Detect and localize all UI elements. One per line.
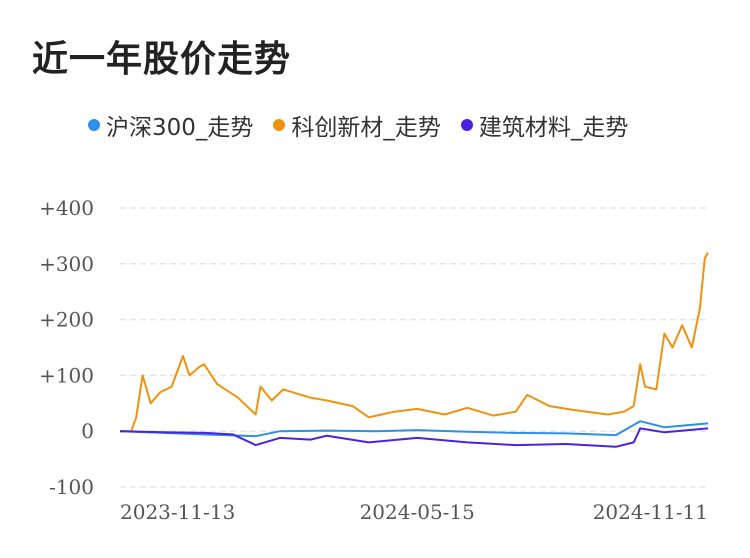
x-tick-label: 2024-05-15 xyxy=(360,500,475,524)
y-tick-label: +200 xyxy=(39,308,94,332)
y-tick-label: -100 xyxy=(49,475,94,499)
series-line-0 xyxy=(119,420,709,438)
legend-label-kcxc: 科创新材_走势 xyxy=(291,115,441,141)
chart-title: 近一年股价走势 xyxy=(32,39,292,80)
legend-dot-hs300 xyxy=(88,119,100,131)
legend-dot-jzcl xyxy=(460,119,473,131)
grid-lines xyxy=(120,207,708,488)
legend-item-kcxc[interactable]: 科创新材_走势 xyxy=(273,108,441,142)
legend-label-jzcl: 建筑材料_走势 xyxy=(478,115,629,141)
x-tick-label: 2023-11-13 xyxy=(120,500,235,524)
y-tick-label: 0 xyxy=(81,419,94,443)
x-axis-ticks: 2023-11-13 2024-05-15 2024-11-11 xyxy=(120,500,708,524)
x-tick-label: 2024-11-11 xyxy=(593,500,708,524)
y-axis-ticks: +400 +300 +200 +100 0 -100 xyxy=(39,196,94,499)
legend-item-hs300[interactable]: 沪深300_走势 xyxy=(88,108,253,142)
series-lines xyxy=(119,252,709,448)
y-tick-label: +100 xyxy=(39,363,94,387)
legend-label-hs300: 沪深300_走势 xyxy=(106,115,254,141)
y-tick-label: +400 xyxy=(39,196,94,220)
legend-dot-kcxc xyxy=(273,119,286,131)
series-line-1 xyxy=(120,252,709,433)
legend-item-jzcl[interactable]: 建筑材料_走势 xyxy=(460,108,629,142)
y-tick-label: +300 xyxy=(39,252,94,276)
legend: 沪深300_走势 科创新材_走势 建筑材料_走势 xyxy=(88,108,648,142)
series-line-2 xyxy=(119,427,709,448)
